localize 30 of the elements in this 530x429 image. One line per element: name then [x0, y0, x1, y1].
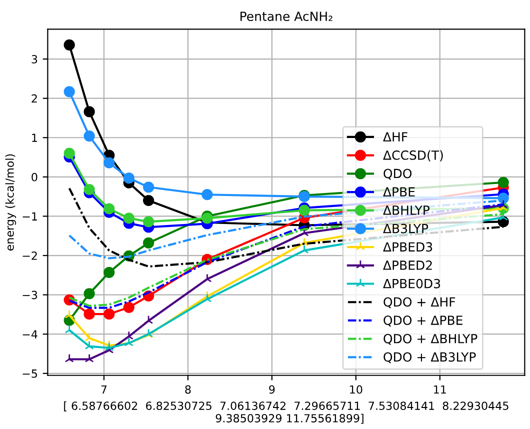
- legend-label: QDO + ΔBHLYP: [384, 334, 478, 345]
- legend-label: ΔB3LYP: [383, 224, 428, 234]
- legend-label: QDO + ΔB3LYP: [384, 352, 476, 364]
- y-axis-title: energy (kcal/mol): [5, 154, 16, 251]
- legend-label: ΔPBED3: [383, 242, 432, 252]
- y-tick-label: 0: [32, 172, 38, 182]
- legend-label: ΔHF: [383, 132, 408, 142]
- legend-label: ΔPBE0D3: [383, 278, 440, 288]
- y-tick-label: 1: [32, 134, 37, 142]
- legend-label: QDO: [384, 168, 412, 180]
- x-tick-label: 9: [269, 385, 275, 394]
- y-tick-label: −4: [22, 330, 38, 338]
- legend-label: ΔPBE: [383, 187, 415, 196]
- legend-label: ΔPBED2: [383, 260, 432, 270]
- x-axis-title: [ 6.58766602 6.82530725 7.06136742 7.29665711 7.53084141 8.22930445 9.38503929 11.75561899]: [64, 401, 508, 424]
- y-tick-label: −5: [22, 370, 38, 378]
- y-tick-label: −3: [22, 290, 38, 300]
- legend-label: QDO + ΔHF: [384, 297, 456, 308]
- legend-label: QDO + ΔPBE: [384, 316, 462, 326]
- x-tick-label: 7: [101, 385, 107, 394]
- x-tick-label: 10: [350, 385, 362, 394]
- y-tick-label: −1: [22, 212, 37, 220]
- x-tick-label: 8: [185, 385, 191, 394]
- legend-label: ΔCCSD(T): [383, 150, 443, 162]
- legend-label: ΔBHLYP: [383, 206, 430, 215]
- chart-title: Pentane AcNH₂: [240, 12, 332, 22]
- y-tick-label: 3: [32, 55, 38, 64]
- y-tick-label: 2: [32, 94, 37, 103]
- x-tick-label: 11: [434, 385, 446, 394]
- y-tick-label: −2: [22, 251, 37, 260]
